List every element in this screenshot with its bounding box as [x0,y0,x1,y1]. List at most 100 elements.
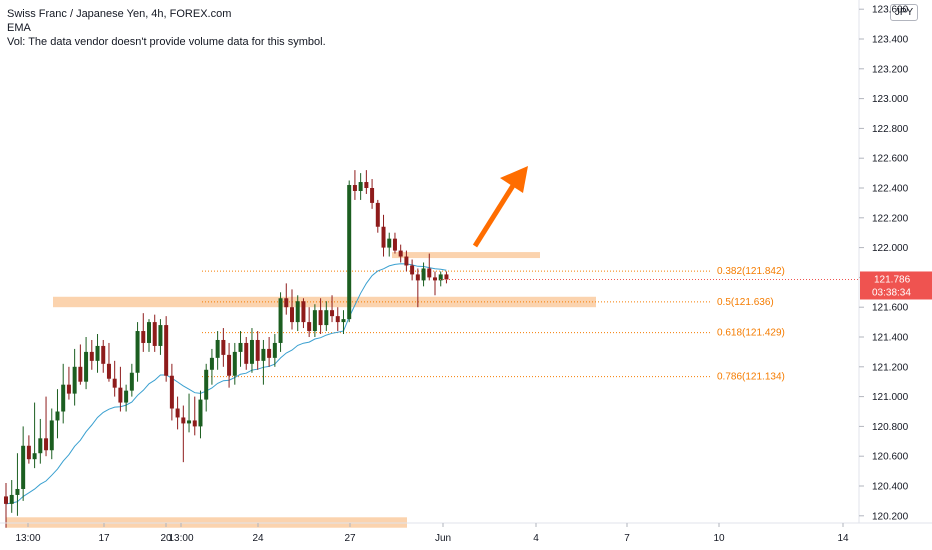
candle-body [427,268,432,278]
candle [387,232,392,257]
candle [215,331,220,370]
candle-body [290,307,294,323]
candle [421,262,426,287]
price-axis[interactable]: 123.600 123.400 123.200 123.000 122.800 122.6… [859,5,909,523]
candle [175,396,180,430]
time-tick-label: Jun [435,533,451,544]
candle [352,170,357,200]
candle-body [398,250,403,257]
candle [49,408,54,460]
candle [169,363,174,421]
ema-indicator-label[interactable]: EMA [7,22,31,34]
candle [278,292,283,352]
candle [55,389,60,439]
candle [112,360,117,397]
candle-body [106,363,111,379]
candle-body [330,310,335,317]
candle-body [387,238,392,248]
support-resistance-zones [6,252,596,528]
candle-body [261,348,266,361]
candle [95,334,100,373]
candle-body [4,496,8,504]
candle-body [307,322,312,332]
candle [164,316,169,382]
candle [106,342,111,382]
candle-body [364,182,369,188]
candle [118,366,123,412]
price-tick-label: 122.200 [872,213,909,224]
candle-body [352,185,357,191]
candle-body [347,185,352,320]
candle-body [175,408,180,418]
zone-rect [392,252,540,259]
price-tick-label: 121.200 [872,362,909,373]
candle [261,339,266,385]
candle-body [255,339,260,361]
candle [433,271,437,296]
time-tick-label: 13:00 [15,533,40,544]
candle-body [181,417,186,424]
candle [392,232,397,254]
chart-title: Swiss Franc / Japanese Yen, 4h, FOREX.co… [7,8,232,20]
candle [232,342,237,385]
candle [26,435,31,464]
ema-polyline [5,263,447,505]
candle-body [72,366,77,394]
candle [61,363,66,424]
candle-body [164,325,169,376]
fibonacci-levels: 0.382(121.842) 0.5(121.636) 0.618(121.429)… [202,266,785,383]
candle-body [341,319,346,323]
candle-body [84,351,89,382]
candle [38,418,43,464]
price-tick-label: 123.400 [872,35,909,46]
candle [78,344,83,385]
price-tick-label: 121.600 [872,303,909,314]
time-tick-label: 10 [713,533,725,544]
currency-button[interactable]: JPY [890,4,918,21]
candle [192,396,197,436]
candle [284,283,289,315]
time-tick-label: 20 [160,533,172,544]
candle [129,363,134,397]
fib-label: 0.5(121.636) [717,297,774,308]
candle [238,331,243,367]
current-price-label: 121.786 03:38:34 [440,271,932,300]
candle-body [232,351,237,376]
candle-body [301,301,306,323]
candle [438,271,443,287]
candle [124,384,129,412]
candle [381,214,386,257]
candle [347,180,352,323]
candle-body [192,420,197,427]
candle [32,402,37,469]
candle-body [318,310,323,326]
candle-body [169,375,174,409]
candle [398,244,403,263]
candle [415,268,420,308]
candle [44,396,49,457]
candle-body [221,339,226,355]
candle [312,304,317,337]
candle-body [32,453,37,460]
candle-body [375,202,380,227]
candle [181,405,186,463]
price-tick-label: 120.400 [872,482,909,493]
candle [272,334,277,367]
candle [301,298,306,329]
time-tick-label: 14 [837,533,849,544]
candle [335,307,340,332]
candle-body [284,298,289,308]
candle-body [370,188,375,203]
candle [209,348,214,385]
candle [187,393,192,433]
candle [244,337,249,370]
candle-body [61,384,66,412]
candle-body [278,298,283,343]
price-tick-label: 121.000 [872,392,909,403]
arrow-shaft [472,182,517,248]
candle-body [187,420,192,424]
price-tick-label: 121.400 [872,333,909,344]
candle-body [89,351,94,361]
